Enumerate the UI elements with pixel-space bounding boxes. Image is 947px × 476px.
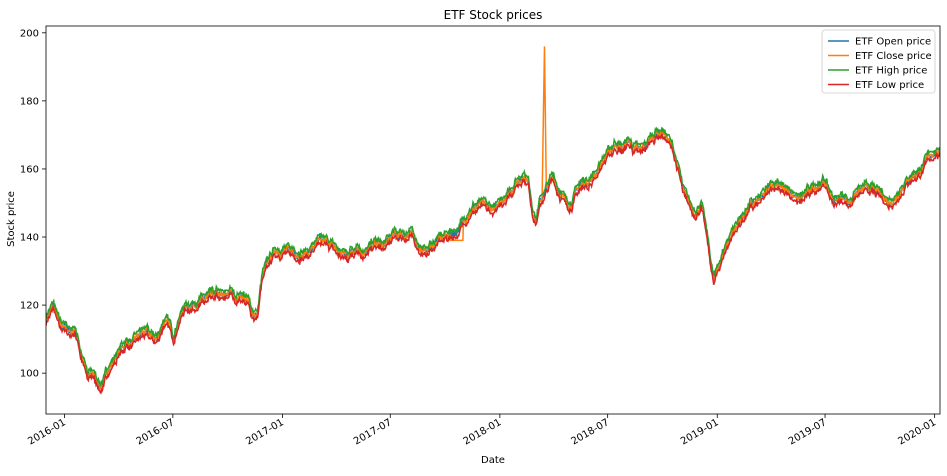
y-tick-label-160: 160 [20, 164, 39, 175]
y-axis-label: Stock price [6, 191, 17, 247]
y-tick-label-120: 120 [20, 301, 39, 312]
y-tick-label-100: 100 [20, 369, 39, 380]
chart-title: ETF Stock prices [444, 8, 543, 22]
y-tick-label-200: 200 [20, 28, 39, 39]
legend-entry-2: ETF Close price [855, 51, 932, 62]
axes-frame [45, 25, 941, 415]
y-tick-label-180: 180 [20, 96, 39, 107]
high-price-line [46, 126, 940, 387]
legend-entry-3: ETF High price [855, 66, 927, 77]
low-price-line [46, 133, 940, 395]
y-tick-label-140: 140 [20, 233, 39, 244]
legend-entry-4: ETF Low price [855, 80, 924, 91]
x-axis-label: Date [481, 455, 505, 466]
legend-entry-1: ETF Open price [855, 37, 931, 48]
legend: ETF Open price ETF Close price ETF High pr… [821, 29, 936, 94]
legend-box [821, 29, 936, 94]
